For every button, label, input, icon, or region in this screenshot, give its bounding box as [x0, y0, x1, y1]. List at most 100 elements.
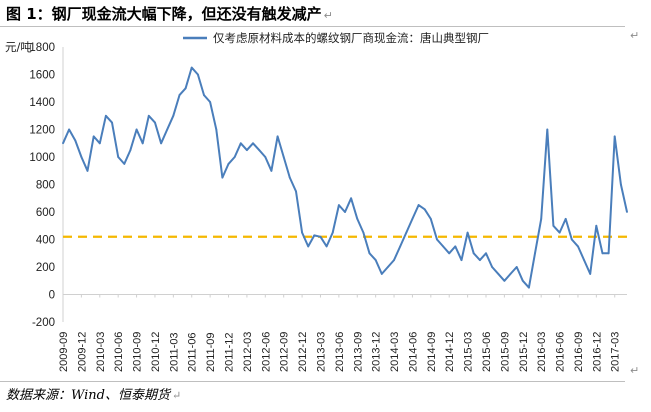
x-tick-label: 2016-12 — [591, 332, 603, 372]
data-point — [472, 252, 475, 255]
data-point — [282, 156, 285, 158]
x-tick-label: 2014-12 — [444, 332, 456, 372]
data-point — [172, 114, 175, 117]
data-point — [307, 245, 310, 248]
data-point — [368, 252, 371, 255]
y-tick-label: 600 — [36, 207, 55, 219]
data-point — [528, 286, 530, 289]
x-tick-label: 2017-03 — [610, 332, 622, 372]
x-tick-label: 2015-06 — [481, 332, 493, 372]
data-point — [178, 94, 181, 96]
x-tick-label: 2015-09 — [499, 332, 511, 372]
data-point — [74, 139, 77, 142]
data-point — [620, 183, 622, 186]
data-point — [203, 94, 205, 96]
top-divider — [0, 26, 625, 27]
data-point — [350, 197, 352, 200]
data-point — [577, 245, 579, 248]
data-point — [613, 135, 616, 138]
x-tick-label: 2011-06 — [187, 332, 199, 372]
source-text: 数据来源：Wind、恒泰期货 — [6, 388, 170, 403]
data-point — [429, 218, 432, 220]
data-point — [252, 142, 254, 145]
cashflow-line-chart: 元/吨 -200 0 200 400 600 800 1000 1200 1400 1600 1800… — [5, 31, 628, 372]
data-point — [98, 142, 101, 145]
data-point — [331, 231, 334, 234]
x-tick-label: 2009-12 — [76, 332, 88, 372]
data-point — [374, 259, 377, 261]
data-point — [509, 273, 512, 275]
source-note: 数据来源：Wind、恒泰期货 ↵ — [6, 386, 181, 406]
data-point — [197, 73, 199, 76]
x-tick-label: 2016-09 — [573, 332, 585, 372]
data-point — [221, 176, 224, 179]
bottom-divider — [0, 381, 625, 382]
data-point — [460, 259, 463, 261]
x-tick-label: 2014-09 — [426, 332, 438, 372]
data-point — [227, 163, 230, 165]
data-point — [583, 259, 585, 261]
data-point — [338, 204, 340, 207]
data-point — [393, 259, 395, 261]
x-tick-label: 2011-03 — [168, 332, 180, 372]
data-point — [166, 128, 169, 131]
data-point — [86, 169, 89, 172]
data-point — [184, 87, 187, 90]
figure-title-text: 图 1：钢厂现金流大幅下降，但还没有触发减产 — [6, 5, 322, 23]
data-point — [246, 149, 248, 151]
y-tick-label: 1000 — [29, 152, 55, 164]
x-tick-label: 2012-12 — [297, 332, 309, 372]
paragraph-mark-icon: ↵ — [172, 389, 182, 402]
data-point — [276, 135, 279, 138]
data-point — [405, 231, 408, 234]
data-point — [288, 176, 291, 179]
data-point — [325, 245, 328, 248]
data-point — [239, 142, 242, 145]
figure-title: 图 1：钢厂现金流大幅下降，但还没有触发减产 ↵ — [6, 3, 333, 25]
data-point — [92, 135, 95, 138]
x-tick-label: 2015-12 — [518, 332, 530, 372]
data-point — [423, 208, 426, 211]
data-point — [552, 224, 555, 227]
x-tick-label: 2016-06 — [555, 332, 567, 372]
x-tick-label: 2010-03 — [95, 332, 107, 372]
paragraph-mark-icon: ↵ — [630, 29, 640, 42]
data-point — [129, 149, 132, 151]
data-point — [448, 252, 451, 255]
data-point — [589, 273, 592, 275]
data-point — [356, 218, 359, 220]
data-point — [319, 235, 322, 238]
x-tick-label: 2014-03 — [389, 332, 401, 372]
data-point — [160, 142, 163, 145]
x-tick-label: 2011-12 — [224, 332, 236, 372]
data-point — [411, 218, 414, 220]
data-point — [233, 156, 236, 158]
data-point — [62, 142, 64, 145]
x-tick-label: 2010-06 — [113, 332, 125, 372]
x-tick-label: 2013-09 — [352, 332, 364, 372]
y-tick-label: 800 — [36, 180, 55, 192]
data-point — [215, 128, 218, 131]
y-axis-unit-label: 元/吨 — [5, 40, 32, 54]
data-point — [479, 259, 481, 261]
x-tick-label: 2013-06 — [334, 332, 346, 372]
data-point — [154, 121, 156, 124]
data-point — [117, 156, 120, 158]
y-tick-label: -200 — [32, 317, 55, 329]
x-tick-label: 2015-03 — [463, 332, 475, 372]
data-point — [521, 279, 524, 282]
x-tick-label: 2016-03 — [536, 332, 548, 372]
data-point — [362, 231, 365, 234]
data-point — [595, 224, 598, 227]
x-tick-label: 2013-12 — [371, 332, 383, 372]
data-point — [436, 238, 438, 241]
data-point — [141, 142, 144, 145]
y-tick-label: 1600 — [29, 70, 55, 82]
paragraph-mark-icon: ↵ — [630, 364, 640, 377]
data-point — [147, 114, 150, 117]
x-tick-label: 2012-09 — [279, 332, 291, 372]
data-point — [534, 252, 536, 255]
data-point — [123, 163, 126, 165]
data-point — [190, 66, 193, 69]
y-tick-label: 200 — [36, 262, 55, 274]
